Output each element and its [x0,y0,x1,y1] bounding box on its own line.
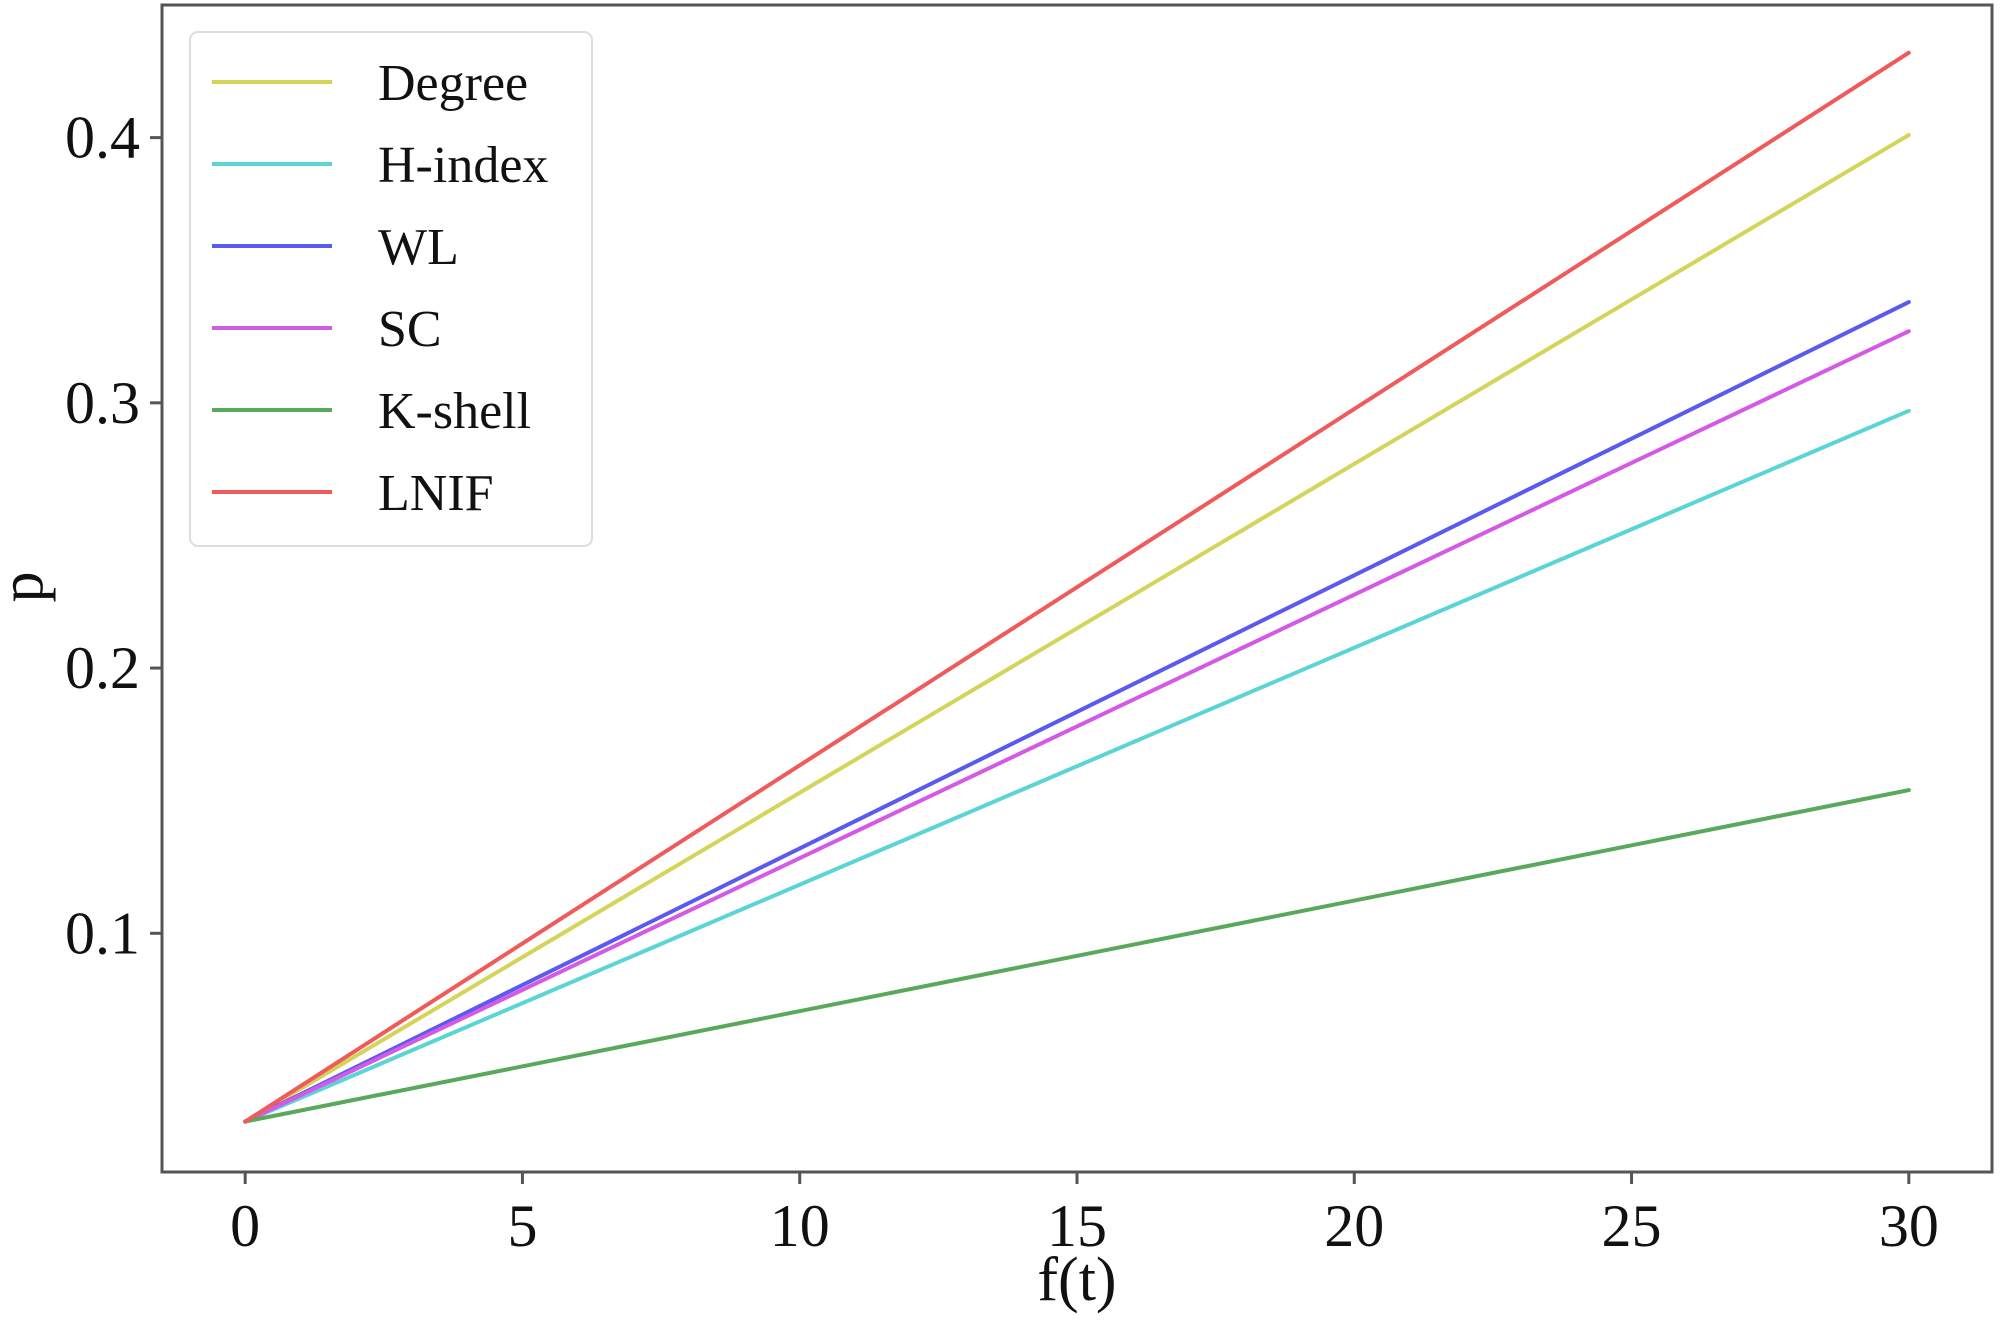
series-line-h-index [243,408,1911,1124]
legend-label-degree: Degree [378,55,528,112]
series-line-degree [243,133,1911,1124]
y-axis-label: p [0,572,56,603]
x-tick-label: 20 [1324,1193,1384,1259]
legend-label-lnif: LNIF [378,465,494,522]
series-lines [243,50,1911,1124]
x-tick-label: 0 [230,1193,260,1259]
x-tick-label: 10 [770,1193,830,1259]
legend: Degree H-index WL SC K-shell LNIF [189,31,593,547]
y-axis: 0.1 0.2 0.3 0.4 [65,105,162,966]
x-tick-label: 25 [1602,1193,1662,1259]
x-axis: 0 5 10 15 20 25 30 [230,1172,1939,1259]
legend-label-k-shell: K-shell [378,383,531,440]
x-tick-label: 30 [1879,1193,1939,1259]
y-tick-label: 0.2 [65,635,140,701]
series-line-lnif [243,50,1911,1124]
y-tick-label: 0.4 [65,105,140,171]
series-line-sc [243,329,1911,1124]
x-tick-label: 15 [1047,1193,1107,1259]
legend-box [189,31,593,547]
y-tick-label: 0.3 [65,370,140,436]
x-tick-label: 5 [507,1193,537,1259]
legend-label-h-index: H-index [378,137,548,194]
x-axis-label: f(t) [1037,1246,1116,1314]
legend-label-wl: WL [378,219,459,276]
series-line-k-shell [243,788,1911,1124]
y-tick-label: 0.1 [65,900,140,966]
series-line-wl [243,300,1911,1124]
legend-label-sc: SC [378,301,442,358]
